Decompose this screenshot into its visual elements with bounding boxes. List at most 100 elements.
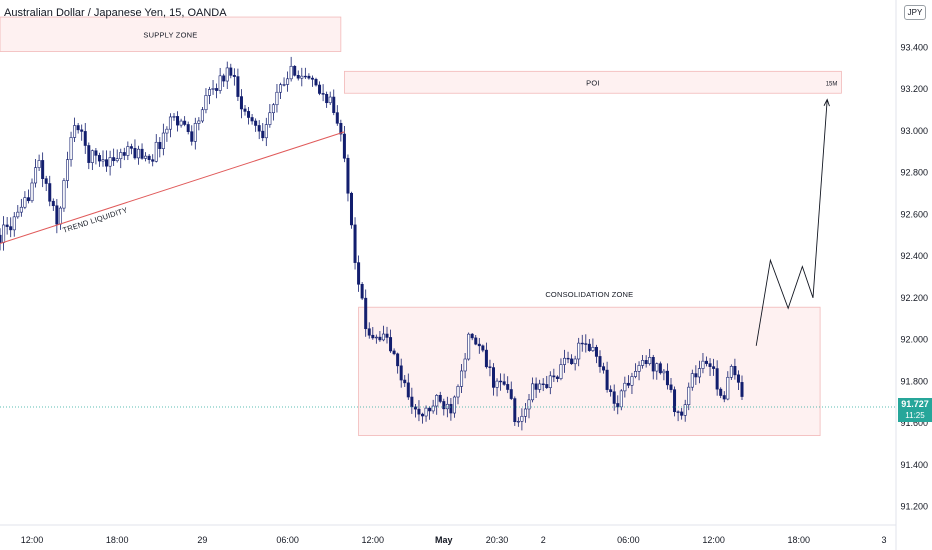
candle <box>474 334 478 346</box>
candle <box>676 410 680 422</box>
candle <box>701 353 705 374</box>
candle <box>609 385 613 397</box>
candle <box>144 152 148 162</box>
zone-0[interactable] <box>0 16 342 52</box>
candle <box>349 191 353 229</box>
y-tick-label: 93.400 <box>900 42 928 52</box>
x-tick-label: May <box>435 535 453 545</box>
candle <box>271 103 275 121</box>
candle <box>545 375 549 389</box>
candle <box>218 67 222 94</box>
candle <box>314 77 318 87</box>
candle <box>293 65 297 77</box>
candle <box>403 375 407 387</box>
candle <box>580 334 584 352</box>
candle <box>658 361 662 375</box>
candle <box>211 80 215 95</box>
y-tick-label: 93.200 <box>900 84 928 94</box>
y-tick-label: 92.800 <box>900 168 928 178</box>
zones-layer: SUPPLY ZONE POI 15M CONSOLIDATION ZONE <box>0 16 842 436</box>
y-tick-label: 92.000 <box>900 335 928 345</box>
zone-1[interactable] <box>343 70 842 94</box>
x-tick-label: 12:00 <box>21 535 44 545</box>
x-tick-label: 12:00 <box>362 535 385 545</box>
projection-path[interactable] <box>755 99 828 346</box>
candle <box>484 342 488 369</box>
candle <box>101 150 105 167</box>
candle <box>257 120 261 140</box>
candle <box>612 384 616 411</box>
candle <box>307 73 311 80</box>
price-axis[interactable]: 93.400 93.200 93.000 92.800 92.600 92.400 92.2… <box>900 42 928 511</box>
candle <box>289 56 293 82</box>
y-tick-label: 92.600 <box>900 209 928 219</box>
candle <box>318 81 322 96</box>
trend-liquidity-line[interactable] <box>0 131 345 245</box>
x-tick-label: 06:00 <box>617 535 640 545</box>
time-axis[interactable]: 12:00 18:00 29 06:00 12:00 May 20:30 2 06:00 12:0… <box>21 535 887 545</box>
candle <box>516 417 520 427</box>
candle <box>396 352 400 374</box>
candle <box>34 159 38 188</box>
candle <box>527 394 531 419</box>
last-price-value: 91.727 <box>901 399 929 409</box>
candle <box>460 364 464 394</box>
candle <box>41 152 45 188</box>
x-tick-label: 29 <box>197 535 207 545</box>
candle <box>548 371 552 395</box>
currency-badge[interactable]: JPY <box>904 5 926 20</box>
candle <box>470 333 474 341</box>
candle <box>704 356 708 367</box>
candle <box>559 358 563 381</box>
candle <box>278 82 282 100</box>
candle <box>715 360 719 396</box>
candle <box>389 329 393 353</box>
candle <box>229 63 233 79</box>
candle <box>183 116 187 127</box>
x-tick-label: 2 <box>541 535 546 545</box>
candle <box>243 105 247 116</box>
candle <box>62 178 66 212</box>
candle <box>16 205 20 219</box>
candle <box>66 151 70 189</box>
candle <box>328 91 332 106</box>
candle <box>296 70 300 81</box>
candle <box>55 199 59 234</box>
candle <box>729 364 733 380</box>
candle <box>697 360 701 384</box>
candle <box>300 67 304 87</box>
candle <box>204 88 208 114</box>
candle <box>247 107 251 125</box>
candle <box>9 217 13 238</box>
candle <box>30 178 34 203</box>
candle <box>406 373 410 400</box>
y-tick-label: 91.800 <box>900 376 928 386</box>
candle <box>637 361 641 381</box>
candle <box>367 322 371 339</box>
candle <box>325 91 329 108</box>
candle <box>648 348 652 366</box>
candle <box>69 131 73 167</box>
candle <box>495 378 499 397</box>
candle <box>424 405 428 422</box>
candle <box>431 399 435 414</box>
candle <box>538 379 542 393</box>
candle <box>353 217 357 270</box>
candle <box>119 148 123 169</box>
candle <box>602 362 606 374</box>
candle <box>232 68 236 86</box>
candle <box>371 327 375 340</box>
candle <box>151 154 155 167</box>
candle <box>690 369 694 391</box>
candle <box>520 408 524 431</box>
candle <box>193 117 197 150</box>
candle <box>708 358 712 376</box>
zone-2[interactable] <box>358 306 821 436</box>
candle <box>502 373 506 386</box>
candle <box>481 344 485 353</box>
candle <box>87 142 91 170</box>
candle <box>673 386 677 417</box>
candle <box>179 118 183 128</box>
candle <box>491 363 495 396</box>
